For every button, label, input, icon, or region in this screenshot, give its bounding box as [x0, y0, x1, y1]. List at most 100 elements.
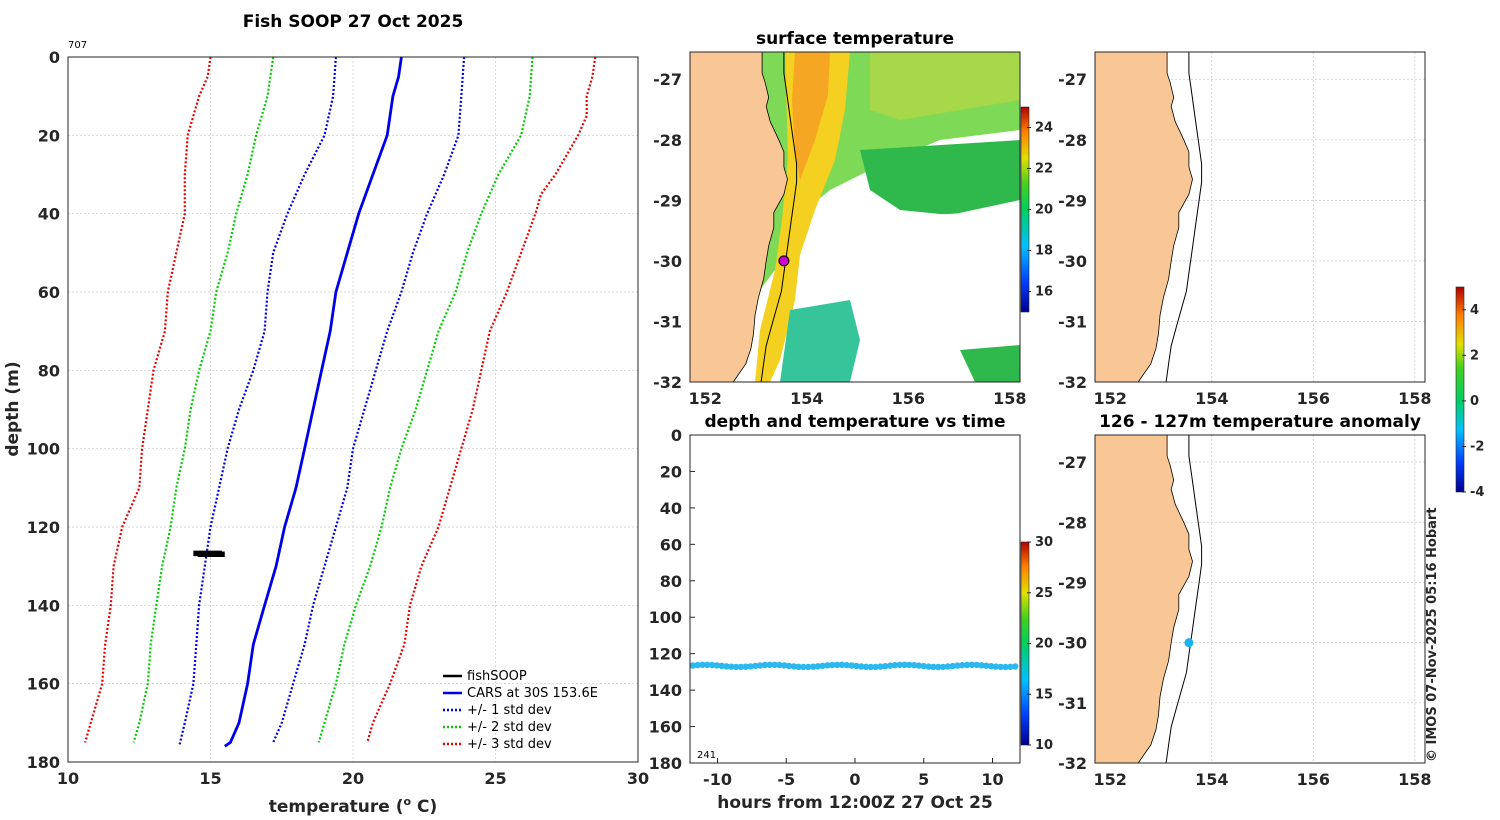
map-lat-tick-label: -32: [1058, 373, 1087, 392]
profile-y-tick-label: 0: [49, 48, 60, 67]
depth-time-point: [949, 662, 956, 670]
x-label-text: temperature (: [269, 797, 404, 817]
depth-time-y-tick-label: 120: [649, 645, 682, 664]
depth-time-x-tick-label: 0: [849, 770, 860, 789]
map-lon-tick-label: 156: [1297, 770, 1330, 789]
map-lat-tick-label: -29: [1058, 191, 1087, 210]
depth-time-points: [689, 661, 1019, 671]
depth-time-point: [906, 661, 913, 669]
map-lon-tick-label: 152: [1094, 389, 1127, 408]
profile-title: Fish SOOP 27 Oct 2025: [243, 12, 464, 32]
x-label-unit: C): [411, 797, 437, 817]
profile-series--1-std-dev: [178, 57, 337, 747]
depth-time-y-tick-label: 20: [660, 462, 682, 481]
profile-series-cars-at-30s-153-6e: [223, 57, 403, 748]
depth-time-point: [901, 661, 908, 668]
depth-time-point: [742, 663, 749, 670]
colorbar-tick-label: 30: [1035, 535, 1053, 550]
anomaly-land: [1095, 435, 1193, 763]
colorbar-tick-label: 4: [1470, 303, 1479, 318]
profile-y-tick-label: 80: [38, 361, 60, 380]
profile-y-ticks: 0 20 40 60 80 100 120 140 160 180: [27, 48, 60, 772]
depth-time-point: [997, 663, 1004, 671]
depth-time-point: [920, 662, 927, 670]
map-lon-tick-label: 154: [790, 389, 823, 408]
depth-time-point: [867, 663, 874, 671]
depth-time-point: [814, 663, 822, 670]
depth-time-grid: [690, 434, 993, 764]
depth-time-point: [795, 663, 802, 670]
map-lat-tick-label: -32: [653, 373, 682, 392]
footer-credit: © IMOS 07-Nov-2025 05:16 Hobart: [1425, 507, 1440, 762]
colorbar-tick-label: -2: [1470, 439, 1484, 454]
depth-time-point: [718, 662, 725, 669]
sst-shelf-contour: [760, 52, 798, 382]
depth-time-point: [959, 662, 966, 669]
profile-y-tick-label: 100: [27, 440, 60, 459]
profile-y-tick-label: 60: [38, 283, 60, 302]
anomaly-y-ticks: -27 -28 -29 -30 -31 -32: [1058, 453, 1087, 773]
colorbar-tick-label: 16: [1035, 285, 1053, 300]
depth-time-point: [858, 663, 865, 670]
depth-time-point: [694, 661, 701, 669]
profile-series--1-std-dev: [272, 57, 466, 743]
sst-y-ticks: -27 -28 -29 -30 -31 -32: [653, 70, 682, 392]
sst-southern-cool: [780, 300, 860, 382]
profile-y-tick-label: 160: [27, 675, 60, 694]
sst-station-marker: [778, 255, 790, 267]
map-lat-tick-label: -27: [1058, 70, 1087, 89]
map-lon-tick-label: 158: [993, 389, 1026, 408]
map-upper-right-panel: 152 154 156 158 -27 -28 -29 -30 -31 -32: [1058, 51, 1432, 408]
profile-grid: [67, 56, 639, 763]
map-lat-tick-label: -31: [1058, 312, 1087, 331]
map-upper-content: [1095, 52, 1203, 382]
sst-field: [690, 52, 1020, 382]
depth-time-point: [728, 663, 735, 670]
depth-time-point: [935, 663, 942, 671]
profile-series--2-std-dev: [132, 57, 275, 743]
depth-time-point: [930, 663, 937, 671]
anomaly-axes-box: [1094, 434, 1426, 764]
legend-3std: +/- 3 std dev: [467, 737, 552, 752]
depth-time-point: [766, 661, 773, 668]
map-lon-tick-label: 152: [1094, 770, 1127, 789]
depth-time-point: [939, 663, 947, 671]
depth-time-point: [891, 662, 899, 669]
depth-time-point: [805, 663, 812, 671]
map-lon-tick-label: 156: [892, 389, 925, 408]
depth-time-x-tick-label: -10: [703, 770, 732, 789]
anomaly-map-content: [1095, 435, 1203, 763]
depth-time-point: [756, 662, 764, 669]
map-upper-axes-box: [1094, 51, 1426, 383]
sst-x-ticks: 152 154 156 158: [689, 389, 1027, 408]
depth-time-point: [761, 661, 769, 669]
depth-time-point: [838, 661, 846, 668]
profile-lines: [84, 57, 597, 748]
depth-time-point: [862, 663, 870, 670]
depth-time-point: [819, 662, 826, 669]
depth-time-point: [968, 661, 976, 668]
anomaly-x-ticks: 152 154 156 158: [1094, 770, 1432, 789]
map-upper-shelf-contour: [1165, 52, 1203, 382]
depth-time-point: [732, 663, 740, 671]
depth-time-point: [737, 663, 745, 671]
depth-time-point: [896, 661, 903, 669]
profile-series--3-std-dev: [84, 57, 212, 743]
depth-time-x-tick-label: -5: [777, 770, 795, 789]
depth-time-point: [954, 662, 961, 669]
profile-series--3-std-dev: [366, 57, 597, 743]
map-lon-tick-label: 154: [1195, 389, 1228, 408]
depth-time-point: [848, 662, 855, 669]
profile-y-tick-label: 20: [38, 126, 60, 145]
depth-time-point: [1007, 663, 1014, 670]
sst-title: surface temperature: [756, 29, 954, 49]
sst-hot-core: [792, 52, 830, 180]
map-lon-tick-label: 158: [1398, 389, 1431, 408]
map-lat-tick-label: -29: [1058, 573, 1087, 592]
depth-time-y-tick-label: 0: [671, 426, 682, 445]
map-lon-tick-label: 158: [1398, 770, 1431, 789]
legend-1std: +/- 1 std dev: [467, 703, 552, 718]
depth-time-point: [910, 662, 918, 669]
depth-time-point: [689, 662, 696, 669]
depth-time-axes-box: [689, 434, 1021, 764]
